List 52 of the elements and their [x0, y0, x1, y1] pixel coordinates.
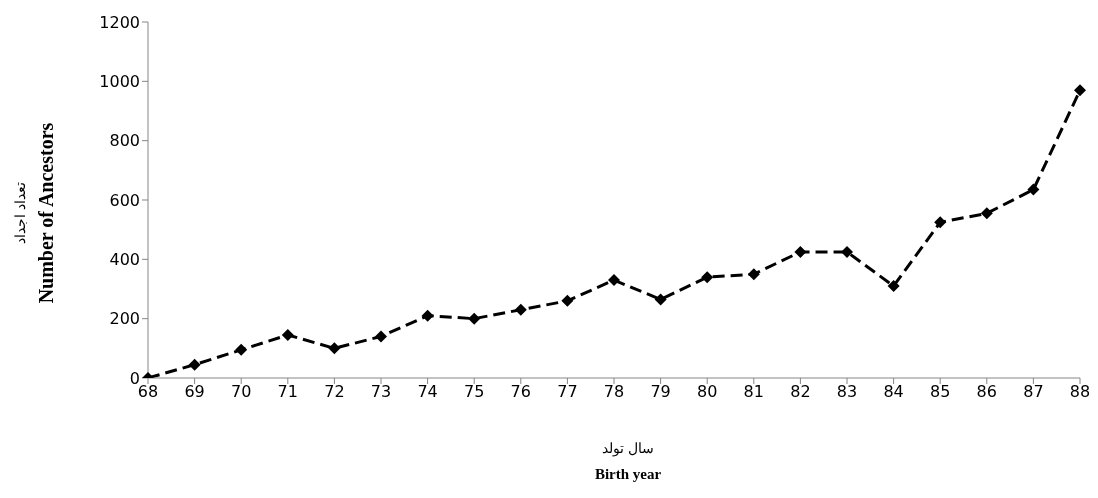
text: تعداد اجداد: [11, 182, 29, 244]
point: [887, 280, 900, 293]
x-tick-label: 88: [1069, 382, 1091, 402]
text: سال تولد: [602, 440, 654, 457]
x-tick-label: 68: [137, 382, 159, 402]
x-tick-label: 69: [184, 382, 205, 402]
y-tick-label: 600: [109, 190, 140, 210]
point: [235, 343, 248, 356]
x-tick-label: 81: [743, 382, 764, 402]
point: [747, 268, 760, 281]
y-tick-label: 0: [129, 368, 140, 388]
point: [934, 216, 947, 229]
point: [794, 245, 807, 258]
point: [841, 245, 853, 258]
y-tick-label: 400: [109, 250, 140, 270]
point: [1027, 183, 1040, 196]
y-tick-label: 1200: [99, 12, 140, 32]
x-axis-title: Birth year: [594, 466, 662, 483]
point: [281, 328, 294, 341]
x-tick-label: 83: [836, 382, 858, 402]
point: [421, 309, 434, 322]
x-tick-label: 77: [557, 382, 578, 402]
x-tick-label: 87: [1023, 382, 1044, 402]
point: [608, 274, 620, 287]
y-axis-title: Number of Ancestors: [34, 122, 58, 304]
point: [561, 294, 574, 307]
point: [514, 303, 527, 316]
y-tick-label: 1000: [99, 72, 140, 92]
x-tick-label: 70: [231, 382, 252, 402]
x-tick-label: 71: [277, 382, 298, 402]
x-tick-label: 75: [464, 382, 485, 402]
x-tick-label: 74: [417, 382, 438, 402]
y-tick-label: 200: [109, 309, 140, 329]
point: [328, 342, 341, 355]
point: [980, 207, 993, 220]
x-tick-label: 80: [697, 382, 718, 402]
y-tick-label: 800: [109, 131, 140, 151]
point: [654, 293, 667, 306]
point: [468, 312, 481, 325]
x-tick-label: 85: [930, 382, 951, 402]
point: [375, 330, 387, 343]
x-tick-label: 72: [324, 382, 345, 402]
x-tick-label: 86: [976, 382, 997, 402]
x-tick-label: 82: [790, 382, 811, 402]
x-tick-label: 79: [650, 382, 671, 402]
point: [188, 358, 201, 371]
x-tick-label: 84: [883, 382, 904, 402]
point: [701, 271, 714, 284]
x-tick-label: 78: [603, 382, 625, 402]
point: [1074, 84, 1086, 97]
x-tick-label: 73: [370, 382, 392, 402]
x-tick-label: 76: [510, 382, 531, 402]
